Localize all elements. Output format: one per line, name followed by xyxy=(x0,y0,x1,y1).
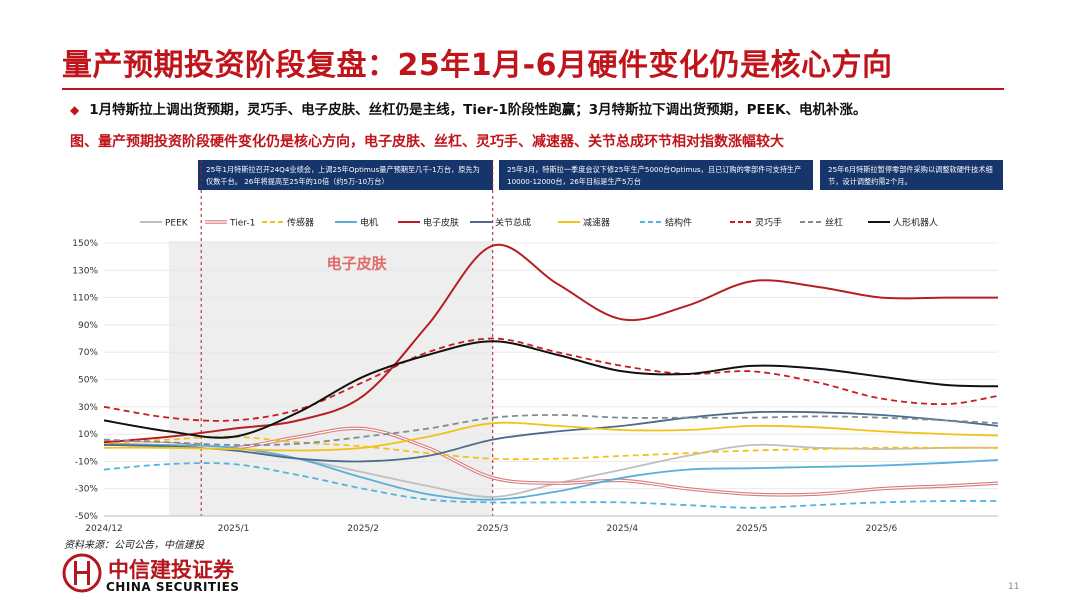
y-tick-label: -10% xyxy=(75,457,99,467)
legend-label: PEEK xyxy=(165,219,189,229)
y-tick-label: 150% xyxy=(72,239,98,249)
summary-bullet: ◆ 1月特斯拉上调出货预期，灵巧手、电子皮肤、丝杠仍是主线，Tier-1阶段性跑赢… xyxy=(70,98,866,118)
series-line-灵巧手 xyxy=(103,337,999,422)
legend-label: 关节总成 xyxy=(495,217,531,229)
series-line-丝杠 xyxy=(103,414,999,446)
note-mar: 25年3月，特斯拉一季度会议下修25年生产5000台Optimus，且已订购的零… xyxy=(499,160,813,190)
figure-caption: 图、量产预期投资阶段硬件变化仍是核心方向，电子皮肤、丝杠、灵巧手、减速器、关节总… xyxy=(70,134,784,150)
company-logo-text: 中信建投证券 xyxy=(108,558,234,582)
x-tick-label: 2025/2 xyxy=(347,524,379,534)
series-line-减速器 xyxy=(103,421,999,452)
y-tick-label: 130% xyxy=(72,266,98,276)
x-tick-label: 2025/4 xyxy=(606,524,638,534)
x-tick-label: 2025/6 xyxy=(866,524,898,534)
legend-label: 减速器 xyxy=(583,217,610,229)
chart-annotation: 电子皮肤 xyxy=(327,254,388,272)
series-line-传感器 xyxy=(103,435,998,461)
x-tick-label: 2024/12 xyxy=(85,524,122,534)
legend-label: 电子皮肤 xyxy=(423,217,459,229)
legend-label: 丝杠 xyxy=(825,217,843,229)
series-line-人形机器人 xyxy=(103,340,999,439)
note-jan: 25年1月特斯拉召开24Q4业绩会，上调25年Optimus量产预期至几千-1万… xyxy=(198,160,493,190)
legend-label: 传感器 xyxy=(287,217,314,229)
shaded-period xyxy=(168,241,493,516)
legend-label: 人形机器人 xyxy=(893,217,938,229)
citic-logo-icon xyxy=(62,553,102,593)
diamond-bullet-icon: ◆ xyxy=(70,103,80,117)
legend-label: 灵巧手 xyxy=(755,217,782,229)
x-tick-label: 2025/1 xyxy=(218,524,250,534)
note-jun: 25年6月特斯拉暂停零部件采购以调整软硬件技术细节，设计调整约需2个月。 xyxy=(820,160,1003,190)
y-tick-label: 110% xyxy=(72,294,98,304)
y-tick-label: 30% xyxy=(78,403,98,413)
legend-label: Tier-1 xyxy=(229,219,255,229)
legend-label: 电机 xyxy=(360,217,378,229)
x-tick-label: 2025/3 xyxy=(477,524,509,534)
summary-text: 1月特斯拉上调出货预期，灵巧手、电子皮肤、丝杠仍是主线，Tier-1阶段性跑赢；… xyxy=(89,102,867,118)
page-number: 11 xyxy=(1008,582,1020,592)
y-tick-label: 90% xyxy=(78,321,98,331)
title-divider xyxy=(62,88,1004,90)
source-note: 资料来源：公司公告，中信建投 xyxy=(64,540,204,551)
page-title: 量产预期投资阶段复盘：25年1月-6月硬件变化仍是核心方向 xyxy=(62,48,893,83)
series-line-电子皮肤 xyxy=(103,243,998,444)
legend-label: 结构件 xyxy=(665,217,692,229)
series-line-Tier-1-inner xyxy=(103,427,999,496)
y-tick-label: 10% xyxy=(78,430,98,440)
x-tick-label: 2025/5 xyxy=(736,524,768,534)
y-tick-label: -50% xyxy=(75,512,99,522)
y-tick-label: 70% xyxy=(78,348,98,358)
y-tick-label: 50% xyxy=(78,376,98,386)
y-tick-label: -30% xyxy=(75,485,99,495)
series-line-关节总成 xyxy=(103,410,999,463)
company-logo-english: CHINA SECURITIES xyxy=(106,580,240,594)
